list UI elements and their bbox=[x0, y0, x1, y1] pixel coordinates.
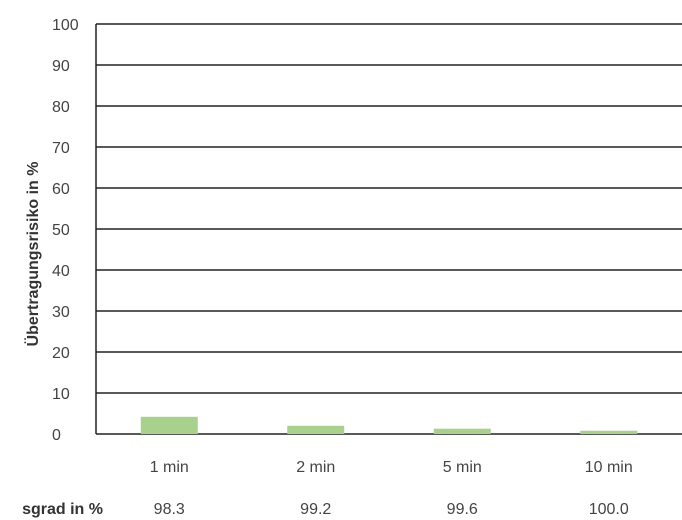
y-tick-label: 60 bbox=[52, 181, 70, 198]
y-tick-label: 40 bbox=[52, 263, 70, 280]
y-tick-label: 0 bbox=[52, 427, 61, 444]
gridlines bbox=[96, 23, 682, 435]
y-tick-label: 100 bbox=[52, 17, 79, 34]
x-tick-label: 2 min bbox=[296, 459, 335, 476]
secondary-row: sgrad in % 98.3 99.2 99.6 100.0 bbox=[22, 501, 629, 518]
y-tick-label: 30 bbox=[52, 304, 70, 321]
bar bbox=[580, 430, 638, 434]
y-tick-label: 20 bbox=[52, 345, 70, 362]
x-tick-label: 1 min bbox=[150, 459, 189, 476]
x-tick-label: 10 min bbox=[585, 459, 633, 476]
y-tick-label: 10 bbox=[52, 386, 70, 403]
y-axis-title-group: Übertragungsrisiko in % bbox=[23, 162, 42, 347]
x-tick-labels: 1 min 2 min 5 min 10 min bbox=[150, 459, 633, 476]
secondary-row-value: 98.3 bbox=[154, 501, 185, 518]
bars bbox=[140, 416, 638, 434]
x-tick-label: 5 min bbox=[443, 459, 482, 476]
bar bbox=[140, 416, 198, 434]
secondary-row-value: 100.0 bbox=[589, 501, 629, 518]
secondary-row-value: 99.6 bbox=[447, 501, 478, 518]
secondary-row-value: 99.2 bbox=[300, 501, 331, 518]
y-tick-labels: 0 10 20 30 40 50 60 70 80 90 100 bbox=[52, 17, 79, 444]
y-tick-label: 50 bbox=[52, 222, 70, 239]
bar bbox=[287, 425, 345, 434]
y-axis-title: Übertragungsrisiko in % bbox=[23, 162, 42, 347]
y-tick-label: 90 bbox=[52, 58, 70, 75]
bar bbox=[433, 428, 491, 434]
secondary-row-label: sgrad in % bbox=[22, 501, 103, 518]
y-tick-label: 80 bbox=[52, 99, 70, 116]
y-tick-label: 70 bbox=[52, 140, 70, 157]
